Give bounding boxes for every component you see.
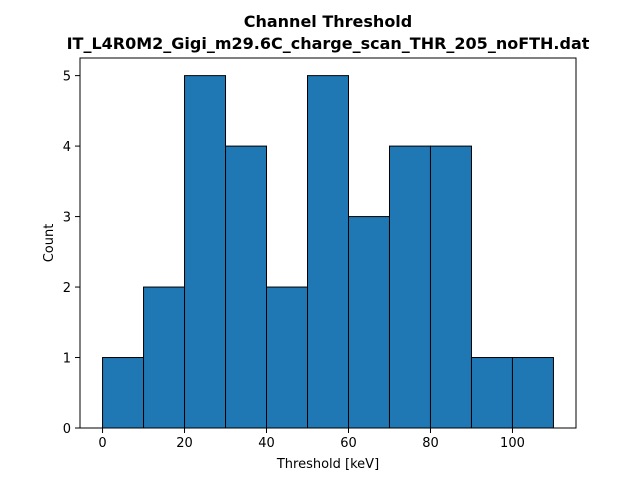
x-tick-label: 100	[500, 436, 525, 451]
y-tick-label: 2	[63, 281, 71, 296]
y-tick-label: 5	[63, 70, 71, 85]
bars-group	[102, 75, 554, 429]
histogram-bar	[388, 145, 431, 429]
chart-subtitle: IT_L4R0M2_Gigi_m29.6C_charge_scan_THR_20…	[67, 34, 590, 53]
chart-title: Channel Threshold	[244, 12, 413, 31]
histogram-bar	[184, 75, 227, 429]
histogram-bar	[266, 286, 309, 429]
histogram-bar	[470, 357, 513, 429]
y-tick-label: 4	[63, 140, 71, 155]
y-axis-ticks: 0 1 2 3 4 5	[63, 70, 80, 437]
x-tick-label: 80	[422, 436, 439, 451]
x-axis-label: Threshold [keV]	[276, 457, 379, 472]
x-tick-label: 60	[340, 436, 357, 451]
y-tick-label: 3	[63, 211, 71, 226]
histogram-bar	[143, 286, 186, 429]
x-tick-label: 40	[258, 436, 275, 451]
histogram-bar	[429, 145, 472, 429]
histogram-bar	[102, 357, 145, 429]
histogram-bar	[225, 145, 268, 429]
x-tick-label: 20	[176, 436, 193, 451]
y-tick-label: 0	[63, 422, 71, 437]
plot-area-frame	[79, 57, 577, 429]
x-axis-ticks: 0 20 40 60 80 100	[98, 428, 525, 451]
y-tick-label: 1	[63, 352, 71, 367]
histogram-bar	[511, 357, 554, 429]
histogram-bar	[347, 216, 390, 429]
histogram-bar	[307, 75, 349, 429]
y-axis-label: Count	[42, 224, 57, 263]
x-tick-label: 0	[98, 436, 106, 451]
